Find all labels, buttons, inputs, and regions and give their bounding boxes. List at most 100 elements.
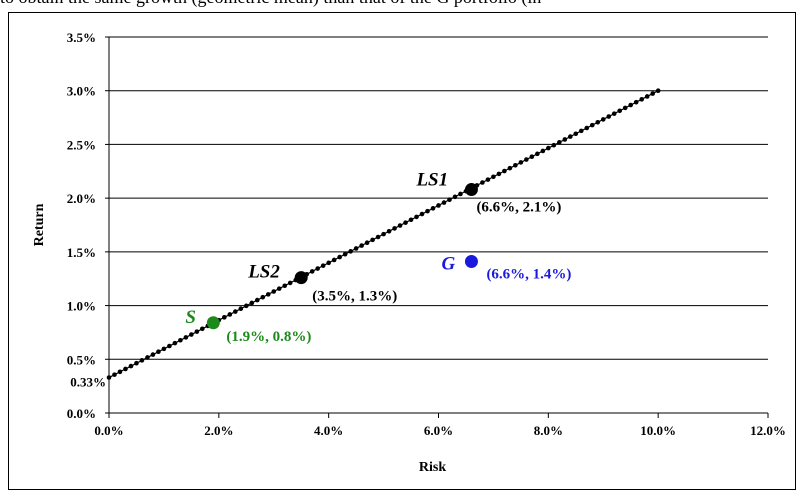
line-marker-32 bbox=[282, 283, 288, 289]
line-marker-75 bbox=[518, 160, 524, 165]
line-marker-38 bbox=[315, 266, 320, 271]
line-marker-93 bbox=[617, 108, 623, 114]
line-marker-100 bbox=[655, 88, 661, 94]
line-marker-62 bbox=[447, 197, 452, 203]
point-name-ls2: LS2 bbox=[247, 262, 280, 283]
line-marker-8 bbox=[150, 352, 156, 357]
line-marker-49 bbox=[375, 234, 381, 240]
y-tick-label-0: 0.0% bbox=[67, 406, 96, 421]
line-marker-39 bbox=[320, 263, 326, 268]
line-marker-3 bbox=[123, 366, 128, 372]
line-marker-63 bbox=[452, 194, 458, 200]
line-marker-64 bbox=[458, 191, 463, 197]
line-marker-68 bbox=[480, 180, 485, 185]
line-marker-77 bbox=[529, 154, 535, 159]
line-marker-92 bbox=[611, 111, 617, 116]
line-marker-61 bbox=[441, 200, 447, 205]
line-marker-58 bbox=[425, 208, 430, 214]
line-marker-73 bbox=[507, 165, 513, 171]
line-marker-0 bbox=[106, 375, 112, 380]
point-name-g: G bbox=[441, 254, 455, 275]
line-marker-48 bbox=[370, 237, 375, 243]
y-tick-label-4: 2.0% bbox=[67, 191, 96, 206]
line-marker-87 bbox=[584, 125, 590, 131]
line-marker-24 bbox=[238, 306, 244, 312]
x-tick-label-0: 0.0% bbox=[94, 423, 123, 438]
line-marker-11 bbox=[167, 343, 172, 349]
line-marker-95 bbox=[628, 102, 634, 108]
point-name-s: S bbox=[185, 307, 196, 328]
point-name-ls1: LS1 bbox=[415, 170, 448, 191]
line-marker-21 bbox=[222, 315, 227, 320]
line-marker-30 bbox=[271, 289, 277, 294]
point-label-g: (6.6%, 1.4%) bbox=[486, 267, 571, 283]
line-marker-14 bbox=[183, 335, 189, 340]
line-marker-1 bbox=[112, 372, 117, 377]
point-label-s: (1.9%, 0.8%) bbox=[226, 329, 311, 345]
line-marker-71 bbox=[496, 171, 502, 177]
line-marker-25 bbox=[243, 303, 249, 309]
line-marker-23 bbox=[233, 309, 238, 314]
point-s bbox=[206, 316, 220, 330]
point-g bbox=[464, 255, 478, 269]
y-tick-label-3: 1.5% bbox=[67, 245, 96, 260]
line-marker-41 bbox=[331, 257, 337, 263]
line-marker-5 bbox=[134, 360, 139, 366]
line-marker-79 bbox=[540, 148, 546, 154]
point-label-ls2: (3.5%, 1.3%) bbox=[312, 289, 397, 305]
line-marker-44 bbox=[348, 249, 353, 254]
line-marker-52 bbox=[392, 226, 397, 231]
line-marker-60 bbox=[436, 203, 441, 208]
line-marker-97 bbox=[639, 97, 644, 102]
line-marker-82 bbox=[557, 140, 562, 145]
line-marker-37 bbox=[309, 269, 315, 274]
line-marker-88 bbox=[589, 122, 595, 128]
line-marker-51 bbox=[386, 228, 392, 234]
chart-frame bbox=[8, 12, 796, 490]
line-marker-2 bbox=[117, 369, 123, 375]
caption-text: to obtain the same growth (geometric mea… bbox=[0, 0, 799, 9]
x-tick-label-4: 8.0% bbox=[534, 423, 563, 438]
line-marker-84 bbox=[568, 134, 573, 139]
y-tick-label-5: 2.5% bbox=[67, 137, 96, 152]
line-marker-96 bbox=[633, 99, 639, 105]
line-marker-13 bbox=[178, 337, 183, 343]
line-marker-29 bbox=[265, 292, 271, 297]
x-tick-label-1: 2.0% bbox=[204, 423, 233, 438]
point-ls1 bbox=[464, 183, 478, 197]
line-marker-83 bbox=[562, 137, 568, 142]
x-axis-label: Risk bbox=[419, 460, 446, 475]
line-marker-54 bbox=[403, 220, 408, 225]
line-marker-94 bbox=[622, 105, 628, 111]
line-marker-17 bbox=[200, 326, 205, 332]
line-marker-28 bbox=[260, 294, 266, 300]
line-marker-70 bbox=[491, 174, 496, 180]
line-marker-89 bbox=[595, 119, 601, 125]
line-marker-78 bbox=[535, 151, 540, 157]
line-marker-10 bbox=[161, 346, 167, 352]
line-marker-86 bbox=[578, 128, 584, 134]
y-tick-label-6: 3.0% bbox=[67, 84, 96, 99]
line-marker-76 bbox=[524, 157, 529, 162]
line-marker-6 bbox=[139, 358, 145, 363]
y-tick-label-2: 1.0% bbox=[67, 299, 96, 314]
line-marker-57 bbox=[419, 211, 425, 217]
x-tick-label-5: 10.0% bbox=[640, 423, 676, 438]
line-marker-99 bbox=[650, 91, 655, 96]
y-tick-label-1: 0.5% bbox=[67, 352, 96, 367]
line-marker-16 bbox=[194, 329, 200, 334]
x-tick-label-2: 4.0% bbox=[314, 423, 343, 438]
line-marker-74 bbox=[513, 162, 518, 168]
line-marker-9 bbox=[156, 349, 161, 355]
line-marker-56 bbox=[414, 214, 419, 220]
line-marker-4 bbox=[128, 363, 134, 369]
line-marker-91 bbox=[606, 114, 612, 119]
line-marker-27 bbox=[254, 297, 260, 303]
line-marker-22 bbox=[227, 312, 233, 317]
point-label-ls1: (6.6%, 2.1%) bbox=[476, 200, 561, 216]
x-tick-label-6: 12.0% bbox=[750, 423, 786, 438]
line-marker-47 bbox=[364, 240, 370, 246]
line-marker-69 bbox=[485, 177, 491, 182]
line-marker-98 bbox=[644, 94, 650, 99]
line-marker-85 bbox=[573, 131, 579, 137]
